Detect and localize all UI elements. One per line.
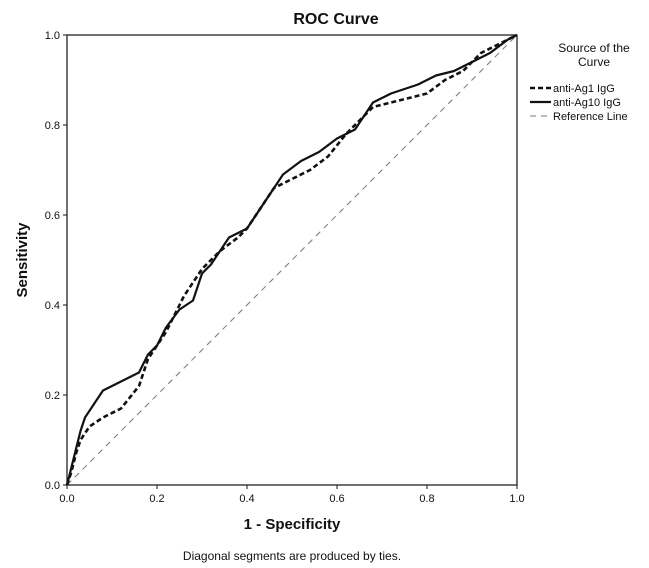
legend-label: Reference Line [553,111,628,123]
x-tick-label: 0.8 [419,493,434,505]
x-axis: 0.0 0.2 0.4 0.6 0.8 1.0 [59,485,525,505]
series-line-reference-line [66,34,518,486]
y-tick-label: 0.2 [45,390,60,402]
y-axis-title: Sensitivity [14,222,31,298]
y-axis: 0.0 0.2 0.4 0.6 0.8 1.0 [45,30,67,492]
legend-label: anti-Ag10 IgG [553,97,621,109]
x-axis-title: 1 - Specificity [244,516,341,533]
y-tick-label: 1.0 [45,30,60,42]
x-tick-label: 1.0 [509,493,524,505]
legend-title-line2: Curve [578,55,610,69]
legend-item: anti-Ag10 IgG [530,97,621,109]
legend-item: anti-Ag1 IgG [530,83,615,95]
x-tick-label: 0.2 [149,493,164,505]
legend-title-line1: Source of the [558,41,630,55]
footnote: Diagonal segments are produced by ties. [183,549,401,563]
series-layer [65,33,518,486]
plot-area: 0.0 0.2 0.4 0.6 0.8 1.0 0.0 0.2 0.4 0.6 0.8 1.0 [45,30,525,505]
y-tick-label: 0.8 [45,120,60,132]
legend: Source of the Curve anti-Ag1 IgGanti-Ag1… [530,41,630,123]
legend-item: Reference Line [530,111,628,123]
chart-title: ROC Curve [293,11,378,28]
x-tick-label: 0.4 [239,493,254,505]
series-line-anti-ag10-igg [65,34,518,486]
x-tick-label: 0.6 [329,493,344,505]
y-tick-label: 0.6 [45,210,60,222]
y-tick-label: 0.0 [45,480,60,492]
legend-items: anti-Ag1 IgG anti-Ag10 IgG Reference Line [530,83,628,123]
legend-label: anti-Ag1 IgG [553,83,615,95]
y-tick-label: 0.4 [45,300,60,312]
x-tick-label: 0.0 [59,493,74,505]
